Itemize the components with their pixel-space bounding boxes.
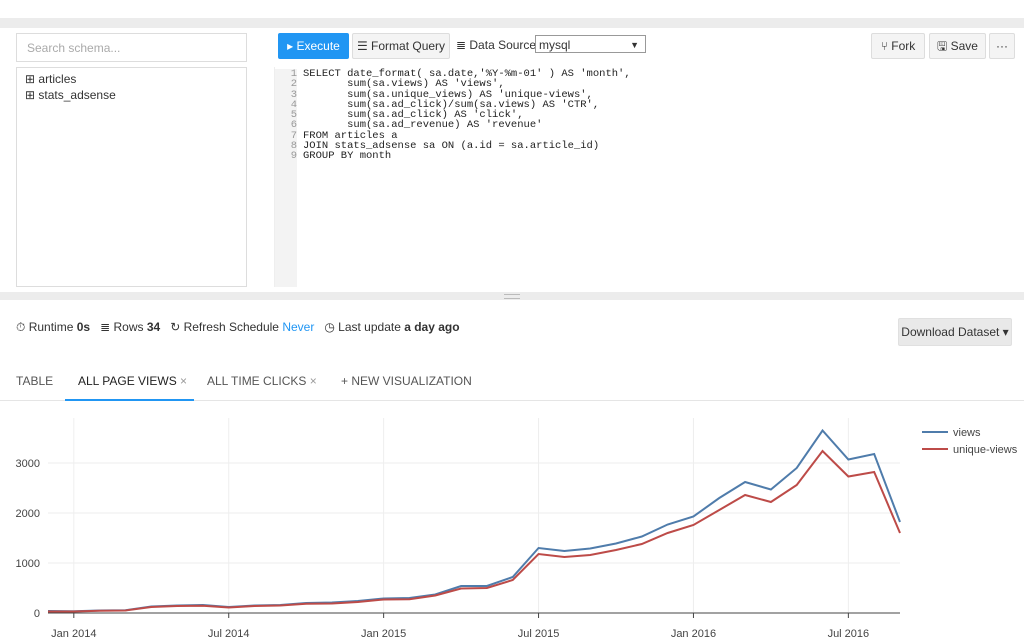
active-tab-underline: [65, 399, 194, 401]
code-line: sum(sa.ad_revenue) AS 'revenue': [303, 119, 543, 132]
execute-button[interactable]: ▸ Execute: [278, 33, 349, 59]
x-tick-label: Jul 2016: [828, 628, 870, 640]
legend-label: views: [953, 427, 981, 439]
code-line: GROUP BY month: [303, 150, 392, 163]
line-number: 6: [290, 119, 297, 132]
runtime-label: Runtime: [28, 320, 74, 334]
schema-list: ⊞ articles ⊞ stats_adsense: [16, 67, 247, 287]
code-line: sum(sa.ad_click)/sum(sa.views) AS 'CTR',: [303, 98, 600, 111]
tab-label: ALL TIME CLICKS: [207, 374, 307, 388]
more-button[interactable]: ···: [989, 33, 1015, 59]
line-number: 5: [290, 109, 297, 122]
x-tick-label: Jan 2015: [361, 628, 406, 640]
code-line: sum(sa.ad_click) AS 'click',: [303, 109, 524, 122]
table-name: stats_adsense: [38, 88, 116, 102]
tab[interactable]: ALL TIME CLICKS ×: [207, 374, 317, 388]
tab[interactable]: ALL PAGE VIEWS ×: [78, 374, 188, 388]
y-tick-label: 2000: [16, 508, 40, 520]
line-number: 7: [290, 129, 297, 142]
tab[interactable]: TABLE: [16, 374, 54, 388]
save-button[interactable]: 🖫 Save: [929, 33, 986, 59]
refresh-link[interactable]: Never: [282, 320, 315, 334]
label: Data Source: [469, 38, 537, 52]
code-line: JOIN stats_adsense sa ON (a.id = sa.arti…: [303, 140, 600, 153]
label: Execute: [296, 39, 340, 53]
y-tick-label: 1000: [16, 558, 40, 570]
label: Fork: [891, 39, 916, 53]
code-line: sum(sa.views) AS 'views',: [303, 78, 505, 91]
line-number: 3: [290, 88, 297, 101]
value: mysql: [539, 38, 571, 52]
rows-label: Rows: [113, 320, 144, 334]
x-tick-label: Jan 2016: [671, 628, 716, 640]
line-number: 2: [290, 78, 297, 91]
tabs-border: [0, 400, 1024, 401]
data-source-label: ≣ Data Source: [456, 38, 537, 52]
code-line: sum(sa.unique_views) AS 'unique-views',: [303, 88, 593, 101]
x-tick-label: Jan 2014: [51, 628, 96, 640]
line-number: 1: [290, 68, 297, 80]
line-series: [47, 428, 901, 613]
y-tick-label: 3000: [16, 458, 40, 470]
refresh-label: Refresh Schedule: [183, 320, 279, 334]
line-number: 9: [290, 150, 297, 163]
label: Save: [950, 39, 978, 53]
code: SELECT date_format( sa.date,'%Y-%m-01' )…: [303, 69, 631, 162]
rows: 34: [146, 320, 161, 334]
legend-label: unique-views: [953, 444, 1018, 456]
fork-button[interactable]: ⑂ Fork: [871, 33, 925, 59]
code-line: SELECT date_format( sa.date,'%Y-%m-01' )…: [303, 68, 631, 80]
label: Format Query: [371, 39, 446, 53]
data-source-select[interactable]: mysql ▼: [535, 35, 646, 53]
table-item[interactable]: ⊞ articles: [25, 72, 77, 86]
format-button[interactable]: ☰ Format Query: [352, 33, 450, 59]
tab-label: ALL PAGE VIEWS: [78, 374, 177, 388]
splitter[interactable]: [0, 292, 1024, 300]
top-band: [0, 18, 1024, 28]
download-button[interactable]: Download Dataset ▾: [898, 318, 1012, 346]
y-tick-label: 0: [34, 608, 40, 620]
line-series: [48, 449, 901, 613]
table-name: articles: [38, 72, 77, 86]
schema-search[interactable]: Search schema...: [16, 33, 247, 62]
tab[interactable]: + NEW VISUALIZATION: [341, 374, 472, 388]
status-bar: ⏱ Runtime 0s ≣ Rows 34 ↻ Refresh Schedul…: [16, 320, 460, 334]
last-update: a day ago: [404, 320, 460, 334]
label: Download Dataset: [901, 325, 1000, 339]
code-line: FROM articles a: [303, 129, 398, 142]
last-update-label: Last update: [338, 320, 401, 334]
table-item[interactable]: ⊞ stats_adsense: [25, 88, 116, 102]
x-tick-label: Jul 2014: [208, 628, 250, 640]
line-number: 8: [290, 140, 297, 153]
x-tick-label: Jul 2015: [518, 628, 560, 640]
runtime: 0s: [76, 320, 91, 334]
line-number: 4: [290, 98, 297, 111]
